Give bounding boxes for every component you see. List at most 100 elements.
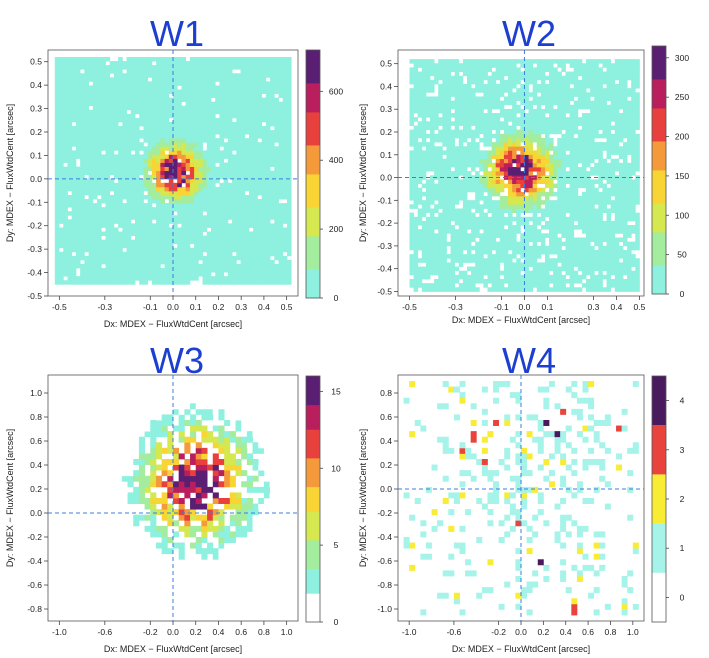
heatmap-cell bbox=[139, 57, 144, 62]
heatmap-cell bbox=[240, 174, 246, 180]
heatmap-cell bbox=[520, 237, 525, 243]
heatmap-cell bbox=[614, 258, 620, 263]
heatmap-cell bbox=[109, 89, 115, 94]
heatmap-cell bbox=[565, 204, 571, 209]
heatmap-cell bbox=[223, 134, 229, 139]
heatmap-cell bbox=[168, 272, 174, 277]
heatmap-cell bbox=[130, 174, 136, 180]
heatmap-cell bbox=[524, 237, 529, 243]
heatmap-cell bbox=[557, 183, 562, 189]
heatmap-cell bbox=[232, 121, 237, 127]
heatmap-cell bbox=[143, 101, 149, 107]
heatmap-cell bbox=[97, 166, 102, 172]
heatmap-cell bbox=[503, 183, 509, 189]
heatmap-cell bbox=[244, 227, 250, 232]
heatmap-cell bbox=[181, 170, 187, 176]
heatmap-cell bbox=[236, 239, 241, 245]
heatmap-cell bbox=[631, 225, 636, 230]
heatmap-cell bbox=[434, 196, 439, 201]
heatmap-cell bbox=[143, 207, 149, 212]
heatmap-cell bbox=[557, 258, 562, 263]
heatmap-cell bbox=[602, 274, 607, 280]
heatmap-cell bbox=[181, 211, 187, 216]
heatmap-cell bbox=[215, 247, 220, 253]
heatmap-cell bbox=[265, 57, 271, 62]
heatmap-cell bbox=[499, 241, 505, 247]
heatmap-cell bbox=[223, 150, 229, 155]
heatmap-cell bbox=[67, 247, 73, 253]
heatmap-cell bbox=[227, 211, 233, 216]
heatmap-cell bbox=[236, 130, 241, 135]
heatmap-cell bbox=[278, 276, 284, 281]
heatmap-cell bbox=[627, 196, 632, 201]
heatmap-cell bbox=[413, 191, 419, 197]
heatmap-cell bbox=[487, 216, 493, 222]
heatmap-cell bbox=[458, 142, 464, 147]
heatmap-cell bbox=[553, 171, 558, 176]
heatmap-cell bbox=[610, 254, 616, 259]
heatmap-cell bbox=[425, 154, 431, 160]
heatmap-cell bbox=[215, 77, 220, 82]
heatmap-cell bbox=[622, 158, 628, 164]
heatmap-cell bbox=[97, 235, 102, 241]
heatmap-cell bbox=[126, 272, 132, 277]
heatmap-cell bbox=[75, 178, 81, 184]
heatmap-cell bbox=[147, 85, 153, 90]
heatmap-cell bbox=[622, 142, 628, 147]
heatmap-cell bbox=[421, 162, 427, 168]
heatmap-cell bbox=[227, 65, 233, 70]
heatmap-cell bbox=[540, 245, 546, 251]
heatmap-cell bbox=[516, 142, 521, 147]
heatmap-cell bbox=[92, 109, 98, 115]
heatmap-cell bbox=[590, 204, 595, 209]
heatmap-cell bbox=[581, 175, 587, 180]
colorbar-segment bbox=[306, 149, 320, 154]
heatmap-cell bbox=[528, 225, 534, 230]
heatmap-cell bbox=[240, 61, 246, 66]
heatmap-cell bbox=[223, 126, 229, 131]
heatmap-cell bbox=[573, 166, 579, 172]
heatmap-cell bbox=[84, 199, 89, 204]
heatmap-cell bbox=[516, 208, 521, 214]
heatmap-cell bbox=[173, 113, 178, 119]
heatmap-cell bbox=[173, 73, 178, 78]
heatmap-cell bbox=[168, 203, 174, 208]
heatmap-cell bbox=[59, 280, 64, 285]
heatmap-cell bbox=[631, 287, 636, 292]
heatmap-cell bbox=[270, 186, 275, 192]
heatmap-cell bbox=[206, 158, 212, 163]
heatmap-cell bbox=[105, 231, 111, 236]
heatmap-cell bbox=[618, 266, 624, 272]
heatmap-cell bbox=[442, 229, 447, 234]
heatmap-cell bbox=[274, 239, 279, 245]
heatmap-cell bbox=[495, 233, 501, 238]
heatmap-cell bbox=[101, 93, 106, 99]
heatmap-cell bbox=[512, 274, 517, 280]
heatmap-cell bbox=[413, 162, 419, 168]
heatmap-cell bbox=[156, 219, 161, 224]
heatmap-cell bbox=[219, 134, 225, 139]
heatmap-cell bbox=[557, 162, 562, 168]
heatmap-cell bbox=[135, 117, 140, 123]
heatmap-cell bbox=[261, 255, 267, 261]
heatmap-cell bbox=[215, 150, 220, 155]
heatmap-cell bbox=[557, 229, 562, 234]
y-tick-label: 0.1 bbox=[30, 150, 42, 160]
heatmap-cell bbox=[442, 158, 447, 164]
heatmap-cell bbox=[185, 219, 191, 224]
heatmap-cell bbox=[67, 263, 73, 269]
heatmap-cell bbox=[286, 268, 292, 273]
heatmap-cell bbox=[557, 287, 562, 292]
heatmap-cell bbox=[219, 227, 225, 232]
heatmap-cell bbox=[434, 146, 439, 151]
heatmap-cell bbox=[126, 85, 132, 90]
heatmap-cell bbox=[577, 212, 583, 218]
heatmap-cell bbox=[244, 126, 250, 131]
colorbar-segment bbox=[306, 87, 320, 92]
heatmap-cell bbox=[210, 89, 216, 94]
heatmap-cell bbox=[75, 174, 81, 180]
heatmap-cell bbox=[466, 129, 472, 135]
heatmap-cell bbox=[147, 251, 153, 257]
heatmap-cell bbox=[499, 146, 505, 151]
heatmap-cell bbox=[274, 97, 279, 103]
